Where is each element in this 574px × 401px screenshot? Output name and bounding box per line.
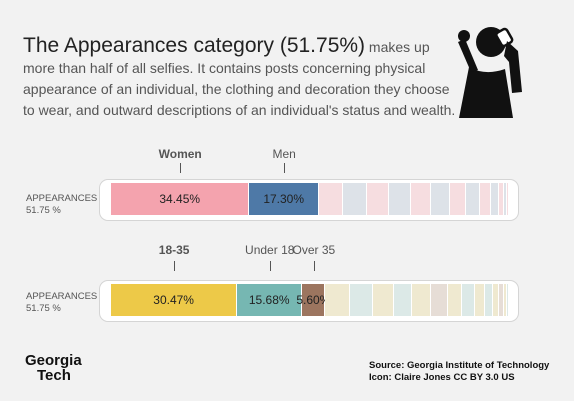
series-label-tick	[314, 261, 315, 271]
bar-segment-other[interactable]	[389, 183, 412, 215]
bar-segment-other[interactable]	[367, 183, 390, 215]
series-label-tick	[270, 261, 271, 271]
headline: The Appearances category (51.75%)	[23, 34, 366, 57]
bar-segment-other[interactable]	[474, 284, 485, 316]
bar-segment-other[interactable]	[411, 183, 432, 215]
series-label-tick	[180, 163, 181, 173]
series-label: Women	[158, 147, 202, 161]
bar-segment-women[interactable]: 34.45%	[111, 183, 250, 215]
bar-segment-other[interactable]	[318, 183, 344, 215]
series-label: Men	[272, 147, 296, 161]
bar-segment-men[interactable]: 17.30%	[249, 183, 319, 215]
series-label: Under 18	[245, 243, 295, 257]
row-label-value: 51.75 %	[26, 205, 61, 216]
bar-segment-other[interactable]	[343, 183, 368, 215]
person-taking-selfie-icon	[458, 27, 522, 118]
bar-segment-other[interactable]	[325, 284, 351, 316]
bar-segment-other[interactable]	[447, 284, 463, 316]
row-label-category: APPEARANCES	[26, 193, 98, 204]
bar-segment-other[interactable]	[465, 183, 480, 215]
stacked-bar: 34.45% 17.30%	[111, 183, 509, 215]
bar-segment-other[interactable]	[506, 183, 509, 215]
bar-segment-other[interactable]	[490, 183, 499, 215]
georgia-tech-logo: Georgia Tech	[25, 353, 82, 383]
bar-segment-other[interactable]	[506, 284, 509, 316]
row-label: APPEARANCES 51.75 %	[26, 291, 97, 315]
bar-segment-other[interactable]	[462, 284, 475, 316]
bar-segment-over-35[interactable]: 5.60%	[296, 284, 330, 316]
source-text: Source: Georgia Institute of Technology	[369, 360, 550, 371]
bar-segment-other[interactable]	[498, 183, 504, 215]
series-label-tick	[284, 163, 285, 173]
bar-segment-other[interactable]	[393, 284, 413, 316]
logo-line2: Tech	[37, 367, 71, 384]
intro-text: The Appearances category (51.75%) makes …	[23, 34, 463, 121]
bar-segment-other[interactable]	[431, 183, 450, 215]
intro-body: makes up more than half of all selfies. …	[23, 39, 456, 118]
bar-segment-other[interactable]	[499, 284, 504, 316]
bar-segment-other[interactable]	[431, 284, 448, 316]
bar-segment-other[interactable]	[412, 284, 432, 316]
bar-segment-other[interactable]	[449, 183, 466, 215]
stacked-bar: 30.47% 15.68% 5.60%	[111, 284, 509, 316]
bar-segment-other[interactable]	[503, 183, 507, 215]
row-label: APPEARANCES 51.75 %	[26, 193, 97, 217]
row-label-category: APPEARANCES	[26, 291, 98, 302]
series-label: 18-35	[158, 243, 190, 257]
series-label-tick	[174, 261, 175, 271]
bar-segment-other[interactable]	[484, 284, 494, 316]
bar-segment-other[interactable]	[350, 284, 374, 316]
logo-line1: Georgia	[25, 352, 82, 369]
series-label: Over 35	[292, 243, 336, 257]
bar-segment-other[interactable]	[373, 284, 394, 316]
row-label-value: 51.75 %	[26, 303, 61, 314]
bar-segment-under-18[interactable]: 15.68%	[237, 284, 303, 316]
bar-segment-other[interactable]	[493, 284, 500, 316]
bar-segment-other[interactable]	[503, 284, 507, 316]
source-credit: Source: Georgia Institute of Technology …	[369, 360, 549, 384]
icon-credit-text: Icon: Claire Jones CC BY 3.0 US	[369, 372, 515, 383]
bar-segment-18-35[interactable]: 30.47%	[111, 284, 238, 316]
bar-segment-other[interactable]	[479, 183, 491, 215]
